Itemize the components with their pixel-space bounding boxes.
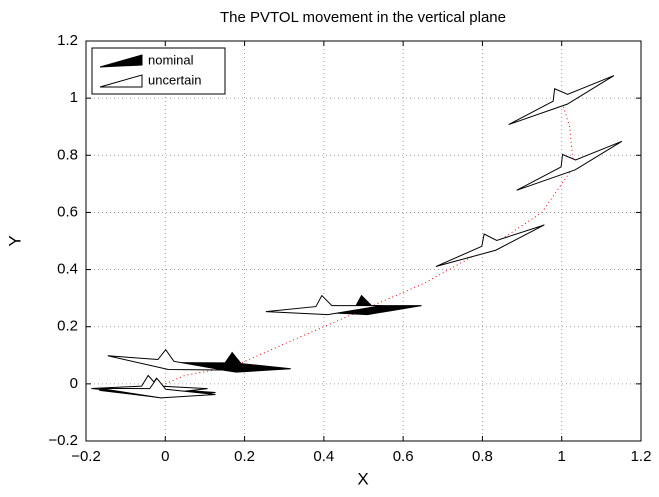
x-tick-label: 0.4 xyxy=(313,448,334,465)
legend-swatch xyxy=(99,74,143,88)
legend-swatch xyxy=(99,54,143,68)
aircraft xyxy=(516,140,623,191)
x-axis-label: X xyxy=(357,469,368,488)
y-tick-label: 0.8 xyxy=(57,146,78,163)
aircraft xyxy=(508,75,615,126)
x-tick-label: 0.8 xyxy=(472,448,493,465)
x-tick-label: 0.2 xyxy=(234,448,255,465)
aircraft xyxy=(174,351,291,373)
y-tick-label: 0.2 xyxy=(57,318,78,335)
y-tick-label: 0.4 xyxy=(57,261,78,278)
trajectory xyxy=(165,100,575,385)
y-tick-label: −0.2 xyxy=(48,432,78,449)
y-tick-label: 1 xyxy=(70,89,78,106)
chart-title: The PVTOL movement in the vertical plane xyxy=(220,9,506,26)
legend-label: uncertain xyxy=(148,72,201,87)
legend-label: nominal xyxy=(148,52,194,67)
x-tick-label: 0 xyxy=(161,448,169,465)
x-tick-label: 1.2 xyxy=(631,448,652,465)
x-tick-label: 0.6 xyxy=(393,448,414,465)
aircraft xyxy=(107,348,224,371)
y-tick-label: 1.2 xyxy=(57,32,78,49)
x-tick-label: 1 xyxy=(558,448,566,465)
y-axis-label: Y xyxy=(5,235,24,246)
y-tick-label: 0 xyxy=(70,375,78,392)
x-tick-label: −0.2 xyxy=(71,448,101,465)
aircraft xyxy=(435,224,545,268)
aircraft xyxy=(265,294,382,316)
aircraft xyxy=(99,377,216,399)
plot-frame xyxy=(85,40,642,442)
y-tick-label: 0.6 xyxy=(57,203,78,220)
